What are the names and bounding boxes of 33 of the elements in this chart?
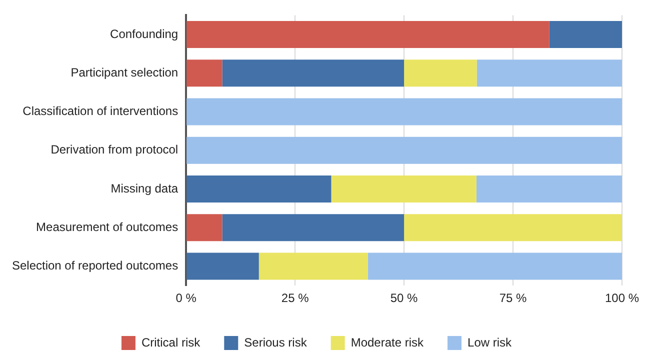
bar (368, 252, 622, 280)
x-tick-label: 50 % (390, 291, 418, 306)
legend-label: Serious risk (244, 335, 308, 350)
bar (404, 214, 622, 242)
bar (331, 176, 476, 203)
bar (186, 98, 622, 126)
bar (404, 60, 477, 87)
y-tick-label: Participant selection (70, 65, 178, 80)
bar (222, 60, 404, 87)
y-tick-label: Derivation from protocol (50, 142, 178, 157)
y-tick-label: Measurement of outcomes (36, 220, 178, 234)
bar (222, 214, 404, 242)
y-tick-label: Confounding (110, 26, 178, 41)
bar (186, 176, 332, 203)
bar (476, 60, 622, 87)
legend-label: Low risk (468, 335, 513, 350)
bar (186, 60, 222, 87)
x-tick-label: 0 % (176, 291, 197, 306)
bar (476, 176, 622, 203)
x-tick-label: 25 % (281, 291, 310, 306)
bar (549, 20, 622, 48)
bar (258, 252, 368, 280)
y-tick-label: Missing data (110, 181, 178, 196)
bar (186, 20, 550, 48)
y-tick-label: Classification of interventions (22, 104, 178, 118)
x-tick-label: 100 % (604, 291, 640, 306)
x-tick-label: 75 % (499, 291, 528, 306)
legend-label: Critical risk (141, 335, 202, 350)
bar (186, 252, 259, 280)
bar (186, 214, 222, 242)
bar (186, 136, 622, 164)
legend-label: Moderate risk (350, 335, 425, 350)
y-tick-label: Selection of reported outcomes (12, 258, 178, 273)
